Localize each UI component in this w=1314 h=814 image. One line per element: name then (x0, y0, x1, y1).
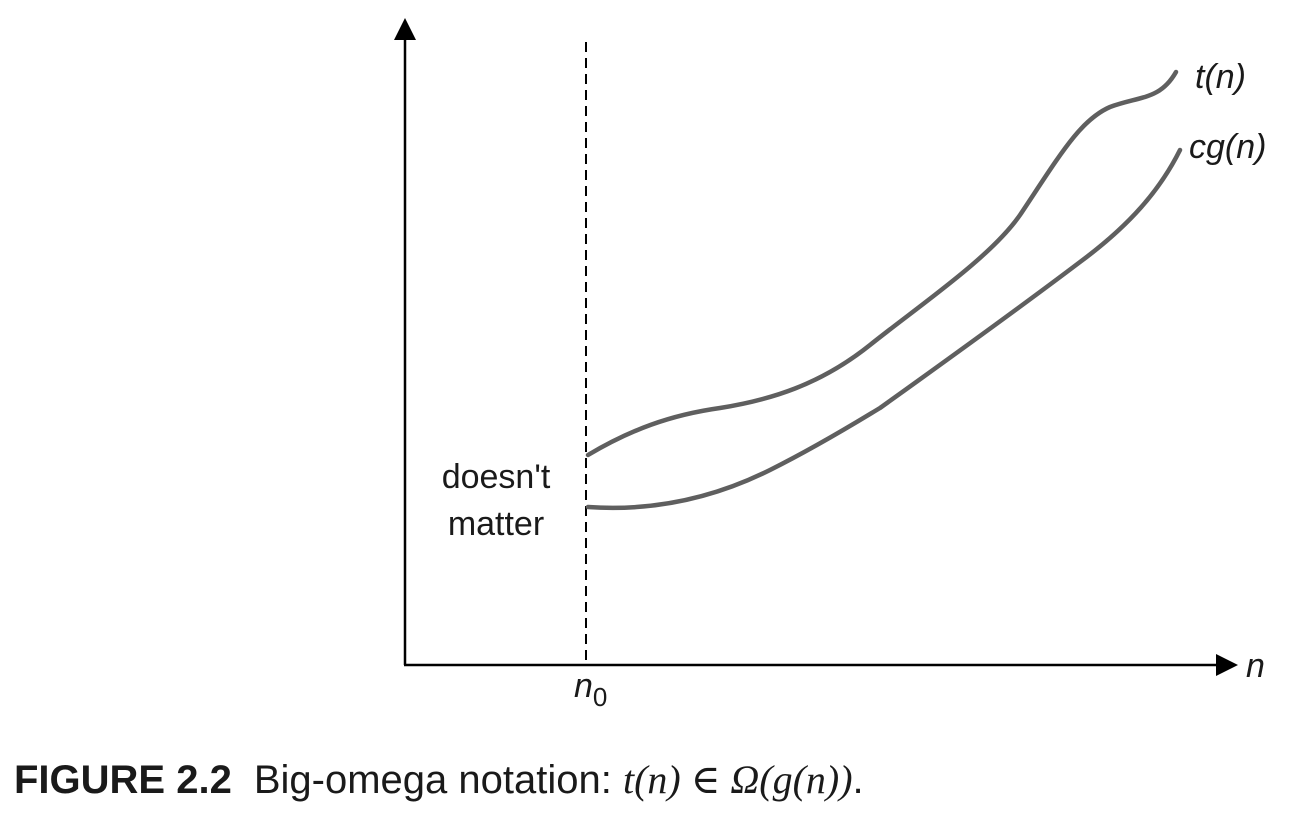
x-axis-label: n (1246, 647, 1265, 685)
threshold-label: n0 (574, 667, 607, 712)
caption-end: . (852, 758, 864, 802)
figure-caption: FIGURE 2.2 Big-omega notation: t(n) ∈ Ω(g… (14, 757, 864, 802)
x-axis-arrowhead (1216, 654, 1238, 676)
upper-curve-label: t(n) (1195, 58, 1246, 96)
y-axis-arrowhead (394, 18, 416, 40)
region-note-line1: doesn't (442, 458, 551, 496)
caption-text: Big-omega notation: (253, 758, 623, 802)
upper-curve-t-n (585, 69, 1179, 458)
lower-curve-label: cg(n) (1189, 128, 1266, 166)
caption-math: t(n) ∈ Ω(g(n)) (622, 757, 853, 802)
lower-curve-cg-n (585, 147, 1183, 511)
figure-number: FIGURE 2.2 (14, 758, 232, 802)
region-note-line2: matter (448, 505, 544, 543)
